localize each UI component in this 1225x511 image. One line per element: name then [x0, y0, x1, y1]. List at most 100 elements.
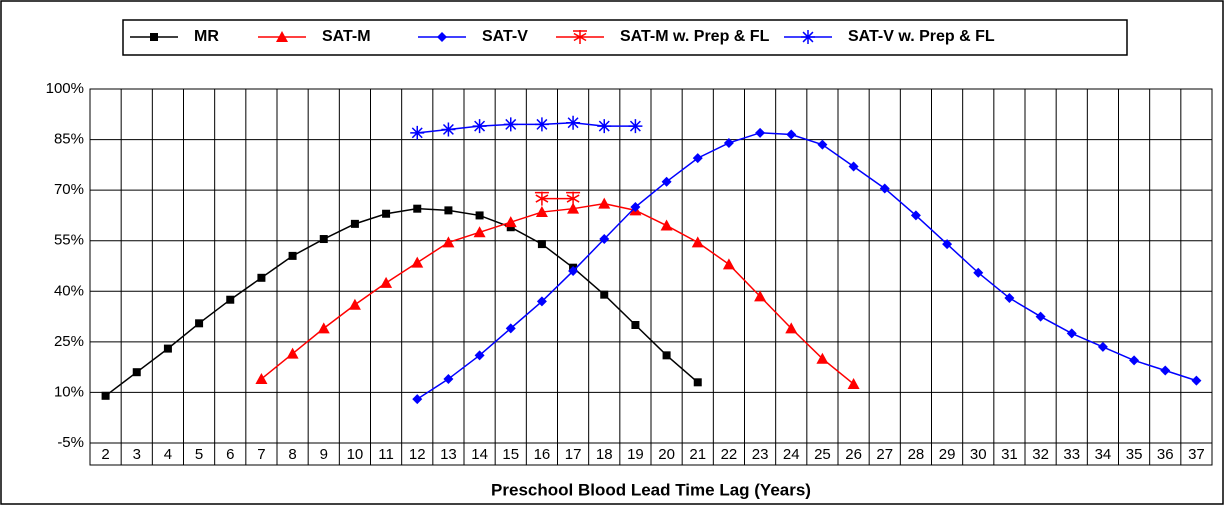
data-point [441, 122, 456, 137]
data-point [1066, 328, 1077, 339]
x-tick-label: 22 [721, 446, 738, 463]
legend-marker [573, 30, 587, 44]
data-point [504, 216, 517, 228]
data-point [755, 127, 766, 138]
data-point [723, 137, 734, 148]
data-point [599, 234, 610, 245]
data-point [317, 322, 330, 334]
legend-label: MR [194, 28, 219, 45]
data-point [257, 273, 266, 282]
data-point [848, 161, 859, 172]
x-tick-label: 37 [1188, 446, 1205, 463]
data-point [286, 347, 299, 359]
data-point [473, 226, 486, 238]
legend-marker [276, 31, 288, 42]
data-point [691, 236, 704, 248]
legend-marker [801, 30, 815, 44]
x-tick-label: 16 [534, 446, 551, 463]
x-tick-label: 28 [908, 446, 925, 463]
data-point [566, 115, 581, 130]
data-point [662, 351, 671, 360]
x-tick-label: 36 [1157, 446, 1174, 463]
data-point [163, 344, 172, 353]
series-line [260, 202, 855, 385]
x-tick-label: 26 [845, 446, 862, 463]
y-tick-label: 100% [46, 80, 84, 97]
x-tick-label: 15 [502, 446, 519, 463]
x-tick-label: 23 [752, 446, 769, 463]
data-point [350, 219, 359, 228]
data-point [1191, 375, 1202, 386]
x-tick-label: 21 [689, 446, 706, 463]
data-point [567, 202, 580, 214]
x-tick-label: 20 [658, 446, 675, 463]
data-point [410, 125, 425, 140]
x-tick-label: 17 [565, 446, 582, 463]
x-tick-label: 4 [164, 446, 172, 463]
series-line [105, 207, 699, 397]
x-tick-label: 33 [1063, 446, 1080, 463]
legend-label: SAT-V [482, 28, 528, 45]
data-point [628, 119, 643, 134]
x-tick-label: 19 [627, 446, 644, 463]
data-point [288, 251, 297, 260]
data-point [537, 240, 546, 249]
data-point [973, 267, 984, 278]
data-point [534, 191, 549, 206]
data-point [195, 319, 204, 328]
data-point [816, 352, 829, 364]
x-tick-label: 34 [1095, 446, 1112, 463]
data-point [444, 206, 453, 215]
data-point [660, 219, 673, 231]
x-tick-label: 25 [814, 446, 831, 463]
x-tick-label: 6 [226, 446, 234, 463]
x-tick-label: 13 [440, 446, 457, 463]
data-point [879, 183, 890, 194]
x-tick-label: 24 [783, 446, 800, 463]
x-tick-label: 7 [257, 446, 265, 463]
data-point [505, 323, 516, 334]
data-point [412, 394, 423, 405]
legend-label: SAT-M [322, 28, 371, 45]
y-tick-label: 25% [54, 333, 84, 350]
data-point [847, 378, 860, 389]
data-point [442, 236, 455, 248]
x-tick-label: 11 [378, 446, 394, 463]
x-tick-label: 30 [970, 446, 987, 463]
data-point [226, 295, 235, 304]
data-point [566, 191, 581, 206]
data-point [535, 206, 548, 218]
x-axis-title: Preschool Blood Lead Time Lag (Years) [491, 480, 811, 499]
x-tick-label: 32 [1032, 446, 1049, 463]
y-tick-label: 70% [54, 181, 84, 198]
data-point [817, 139, 828, 150]
y-tick-label: 85% [54, 131, 84, 148]
data-point [413, 204, 422, 213]
x-tick-label: 10 [347, 446, 364, 463]
data-point [1097, 341, 1108, 352]
x-tick-label: 35 [1126, 446, 1143, 463]
data-point [255, 372, 268, 384]
data-point [474, 350, 485, 361]
x-tick-label: 14 [471, 446, 488, 463]
y-tick-label: 40% [54, 282, 84, 299]
x-tick-label: 2 [101, 446, 109, 463]
legend-label: SAT-V w. Prep & FL [848, 28, 995, 45]
data-point [754, 290, 767, 302]
data-point [597, 119, 612, 134]
data-point [910, 210, 921, 221]
data-point [630, 202, 641, 212]
data-point [600, 290, 609, 299]
data-point [503, 117, 518, 132]
data-point [568, 266, 579, 277]
data-point [785, 322, 798, 334]
y-tick-label: -5% [57, 434, 84, 451]
x-tick-label: 9 [320, 446, 328, 463]
data-point [536, 296, 547, 307]
series-line [416, 132, 1197, 400]
data-point [598, 197, 611, 209]
data-point [786, 129, 797, 140]
data-point [942, 239, 953, 250]
x-tick-label: 31 [1001, 446, 1018, 463]
